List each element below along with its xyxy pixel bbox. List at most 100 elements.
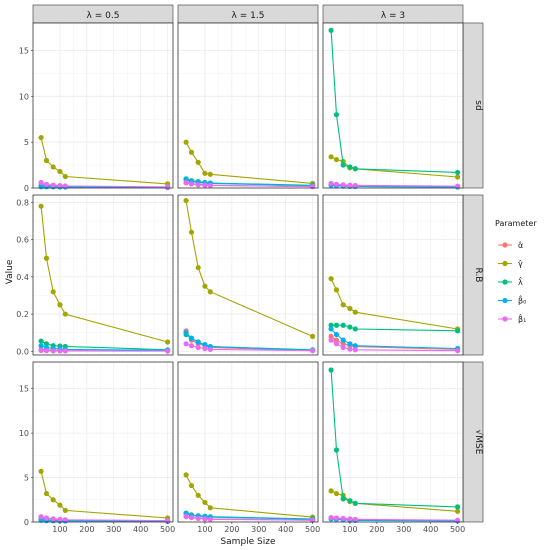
facet-strip-label: λ = 0.5	[87, 11, 120, 21]
x-tick-label: 300	[251, 525, 266, 534]
facet-strip-label: λ = 1.5	[232, 11, 265, 21]
data-point-lambda	[347, 164, 353, 170]
data-point-gamma	[57, 302, 63, 308]
data-point-lambda	[347, 498, 353, 504]
data-point-gamma	[455, 508, 461, 514]
data-point-beta1	[328, 180, 334, 187]
data-point-gamma	[195, 159, 201, 165]
data-point-beta1	[333, 515, 340, 521]
data-point-beta0	[328, 326, 334, 332]
facet-strip-label: sd	[473, 100, 483, 110]
data-point-lambda	[352, 500, 358, 506]
data-point-beta1	[165, 184, 171, 190]
panel-background	[323, 195, 463, 355]
data-point-gamma	[50, 497, 56, 503]
legend-key-point	[502, 260, 508, 267]
data-point-beta1	[183, 179, 189, 186]
data-point-beta1	[43, 515, 50, 521]
data-point-beta0	[183, 330, 189, 336]
series-line-lambda	[330, 30, 458, 173]
data-point-gamma	[195, 264, 201, 271]
data-point-lambda	[328, 322, 334, 328]
series-line-lambda	[330, 369, 458, 508]
data-point-beta1	[328, 514, 334, 521]
facet-panel	[177, 361, 319, 523]
facet-panel	[322, 361, 464, 524]
y-tick-label: 0.0	[16, 347, 29, 356]
data-point-beta1	[38, 514, 44, 520]
data-point-gamma	[310, 333, 316, 339]
x-tick-label: 400	[278, 525, 293, 534]
facet-panel	[32, 194, 174, 356]
panel-border	[322, 361, 464, 523]
x-tick-label: 100	[197, 525, 212, 534]
data-point-beta1	[43, 181, 50, 187]
legend-key-point	[502, 316, 508, 322]
legend: Parameter α̂ γ̂ λ̂ β̂₀ β̂₁	[495, 219, 537, 324]
data-point-lambda	[352, 166, 358, 172]
data-point-gamma	[207, 505, 213, 511]
x-tick-label: 100	[342, 525, 357, 534]
data-point-lambda	[333, 112, 340, 118]
panel-border	[322, 194, 464, 356]
facet-strip-label: R.B	[473, 268, 483, 283]
panel-background	[33, 23, 173, 188]
legend-key-point	[502, 297, 508, 304]
data-point-beta1	[57, 348, 63, 354]
data-point-gamma	[62, 507, 68, 514]
data-point-gamma	[333, 287, 340, 293]
data-point-beta0	[352, 343, 358, 349]
data-point-beta1	[62, 517, 68, 523]
data-point-beta1	[352, 182, 358, 189]
data-point-lambda	[347, 324, 353, 330]
data-point-beta1	[310, 517, 316, 523]
data-point-gamma	[183, 197, 189, 204]
data-point-beta1	[340, 515, 346, 522]
data-point-lambda	[352, 326, 358, 332]
panel-border	[322, 22, 464, 189]
legend-label: λ̂	[518, 276, 523, 287]
data-point-gamma	[43, 157, 50, 164]
data-point-gamma	[183, 139, 189, 145]
facet-panel	[177, 194, 319, 356]
data-point-gamma	[207, 171, 213, 177]
data-point-beta1	[50, 348, 56, 354]
data-point-beta1	[195, 344, 201, 351]
data-point-alpha	[340, 341, 346, 347]
x-axis-title: Sample Size	[220, 537, 276, 547]
data-point-beta1	[347, 516, 353, 522]
data-point-beta1	[455, 183, 461, 189]
facet-panel	[32, 361, 174, 525]
panel-border	[177, 22, 319, 189]
legend-label: β̂₁	[518, 313, 526, 324]
data-point-beta1	[333, 341, 340, 347]
data-point-beta1	[57, 183, 63, 189]
panel-background	[33, 195, 173, 355]
data-point-beta1	[347, 346, 353, 352]
y-tick-label: 0.2	[16, 310, 29, 319]
data-point-beta0	[202, 342, 208, 348]
data-point-alpha	[333, 337, 340, 343]
y-tick-label: 0	[24, 184, 29, 193]
data-point-gamma	[202, 499, 208, 506]
data-point-lambda	[455, 504, 461, 510]
x-tick-label: 500	[450, 525, 465, 534]
data-point-lambda	[455, 328, 461, 334]
data-point-beta1	[50, 516, 56, 522]
data-point-gamma	[43, 255, 50, 261]
facet-strip-label: λ = 3	[381, 11, 405, 21]
data-point-beta1	[207, 182, 213, 189]
data-point-beta0	[38, 343, 44, 349]
data-point-gamma	[328, 276, 334, 282]
panel-background	[178, 195, 318, 355]
data-point-beta1	[333, 181, 340, 187]
panel-border	[177, 194, 319, 356]
y-tick-label: 10	[19, 92, 29, 101]
data-point-beta1	[38, 347, 44, 354]
data-point-beta1	[328, 337, 334, 343]
data-point-gamma	[62, 311, 68, 317]
data-point-gamma	[50, 289, 56, 295]
data-point-lambda	[340, 162, 346, 168]
data-point-gamma	[38, 468, 44, 474]
